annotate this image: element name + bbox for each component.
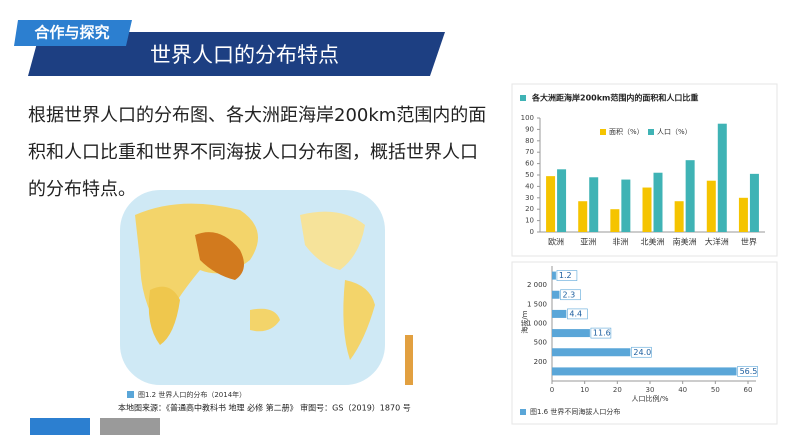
x-tick-label: 世界	[741, 237, 757, 247]
x-tick-label: 20	[613, 386, 622, 394]
bar	[578, 201, 588, 232]
map-land	[148, 286, 180, 345]
value-label-box	[737, 366, 758, 377]
bar	[706, 180, 716, 232]
y-tick-label: 80	[525, 137, 534, 145]
y-tick-label: 100	[521, 114, 534, 122]
y-tick-label: 20	[525, 205, 534, 213]
title-band	[28, 32, 445, 76]
y-tick-label: 30	[525, 194, 534, 202]
y-tick-label: 2 000	[527, 281, 547, 289]
y-tick-label: 70	[525, 148, 534, 156]
y-tick-label: 200	[534, 358, 547, 366]
x-axis-label: 人口比例/%	[631, 394, 668, 403]
bar	[610, 209, 620, 232]
value-label-box	[631, 346, 652, 358]
bar	[552, 367, 737, 376]
x-tick-label: 亚洲	[580, 238, 596, 247]
value-label-box	[567, 308, 588, 320]
y-tick-label: 60	[525, 160, 534, 168]
legend-label: 面积（%）	[609, 127, 644, 136]
y-axis-label: 海拔/m	[520, 310, 529, 333]
y-tick-label: 10	[525, 217, 534, 225]
x-tick-label: 0	[550, 386, 554, 394]
nav-button[interactable]	[30, 418, 90, 435]
value-label: 2.3	[563, 290, 576, 299]
y-tick-label: 500	[534, 339, 547, 347]
value-label-box	[560, 289, 581, 301]
y-tick-label: 1 500	[527, 300, 547, 308]
map-legend	[405, 335, 413, 385]
map-land	[250, 308, 280, 332]
value-label-box	[556, 270, 578, 281]
slide-title: 世界人口的分布特点	[150, 43, 339, 67]
bar	[552, 329, 590, 338]
bar	[621, 179, 631, 232]
map-land	[343, 280, 375, 360]
legend-swatch	[648, 129, 654, 135]
x-tick-label: 60	[744, 386, 753, 394]
caption-icon	[127, 391, 134, 398]
body-text: 根据世界人口的分布图、各大洲距海岸200km范围内的面积和人口比重和世界不同海拔…	[28, 105, 487, 200]
map-land	[195, 232, 244, 280]
nav-button[interactable]	[100, 418, 160, 435]
y-tick-label: 50	[525, 171, 534, 179]
bar	[685, 160, 695, 232]
x-tick-label: 欧洲	[548, 237, 564, 247]
value-label: 11.6	[593, 329, 611, 338]
chart-caption: 图1.6 世界不同海拔人口分布	[530, 407, 620, 416]
bar	[738, 197, 748, 232]
bar	[552, 271, 556, 280]
badge	[14, 20, 132, 46]
x-tick-label: 南美洲	[673, 237, 697, 247]
value-label: 24.0	[633, 348, 651, 357]
y-tick-label: 40	[525, 182, 534, 190]
bar	[674, 201, 684, 232]
legend-label: 人口（%）	[657, 128, 692, 136]
x-tick-label: 10	[580, 386, 589, 394]
bar	[552, 348, 631, 357]
caption-icon	[520, 409, 526, 415]
x-tick-label: 40	[678, 386, 687, 394]
badge-text: 合作与探究	[33, 24, 109, 42]
x-tick-label: 北美洲	[641, 237, 665, 247]
bar	[552, 290, 560, 299]
map-caption: 图1.2 世界人口的分布（2014年）	[138, 390, 246, 399]
value-label: 4.4	[569, 309, 582, 318]
x-tick-label: 50	[711, 386, 720, 394]
chart-panel	[511, 261, 778, 425]
bar	[557, 169, 567, 232]
bar	[546, 176, 556, 232]
chart-title: 各大洲距海岸200km范围内的面积和人口比重	[531, 93, 698, 103]
y-tick-label: 90	[525, 125, 534, 133]
map-source: 本地图来源：《普通高中教科书 地理 必修 第二册》 审图号：GS（2019）18…	[118, 403, 411, 413]
title-icon	[520, 95, 526, 101]
bar	[717, 123, 727, 232]
map-land	[300, 211, 365, 270]
value-label-box	[590, 327, 612, 339]
bar	[642, 187, 652, 232]
value-label: 1.2	[559, 271, 572, 280]
y-tick-label: 0	[530, 228, 534, 236]
x-tick-label: 大洋洲	[705, 237, 729, 247]
bar	[589, 177, 599, 232]
bar	[749, 173, 759, 232]
x-tick-label: 30	[646, 386, 655, 394]
y-tick-label: 1 000	[527, 320, 547, 328]
value-label: 56.5	[740, 367, 758, 376]
bar	[653, 172, 663, 232]
bar	[552, 309, 567, 318]
x-tick-label: 非洲	[612, 237, 628, 247]
legend-swatch	[600, 129, 606, 135]
